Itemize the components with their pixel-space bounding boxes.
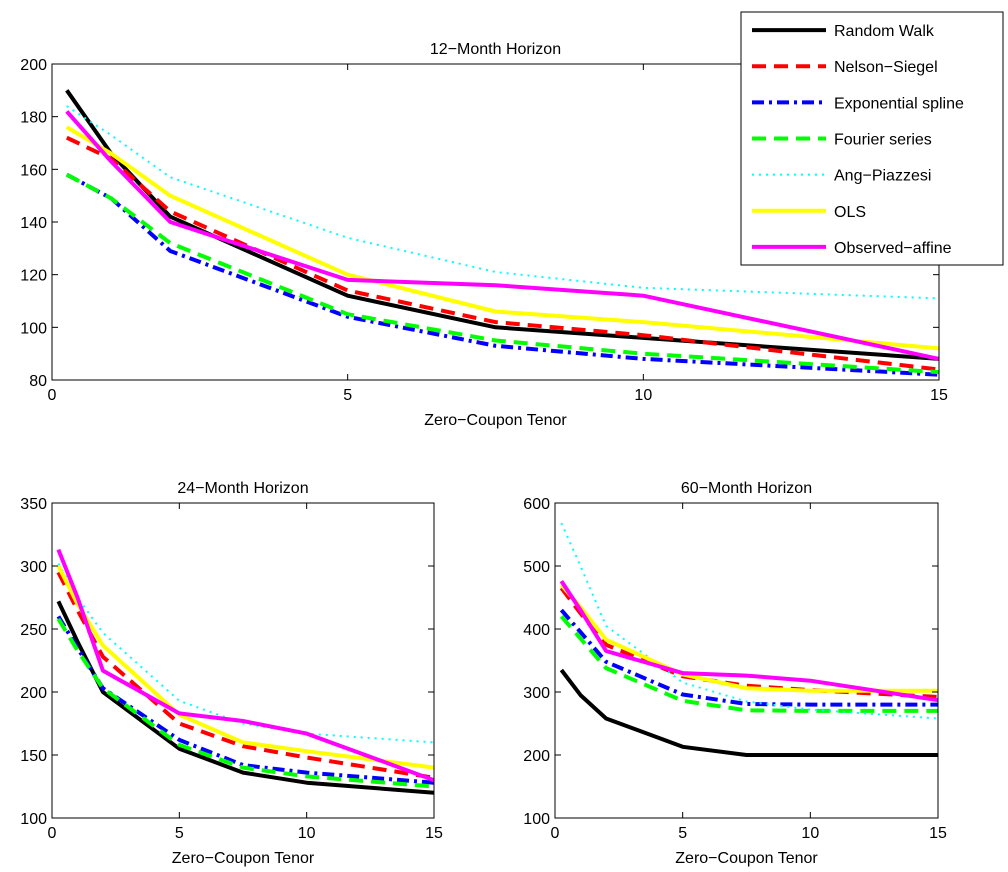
- y-tick-label: 200: [20, 57, 47, 74]
- axes-frame: [554, 502, 939, 819]
- x-axis-label: Zero−Coupon Tenor: [424, 412, 567, 429]
- y-tick-label: 500: [523, 559, 550, 576]
- series-lines: [559, 522, 939, 757]
- legend-item: Observed−affine: [752, 240, 952, 257]
- chart-title: 24−Month Horizon: [177, 480, 308, 497]
- series-line: [559, 615, 938, 713]
- y-tick-label: 350: [20, 496, 47, 513]
- x-tick-label: 10: [298, 825, 316, 842]
- y-tick-label: 250: [20, 622, 47, 639]
- legend-label: OLS: [834, 204, 866, 221]
- y-tick-label: 200: [523, 748, 550, 765]
- y-tick-label: 300: [523, 685, 550, 702]
- legend: Random Walk Nelson−Siegel Exponential spli…: [740, 11, 1004, 266]
- x-tick-label: 5: [678, 825, 687, 842]
- panel-24-month: 24−Month Horizon 0 5 10 15 100 150 200 250 300 350…: [20, 480, 443, 867]
- x-axis-label: Zero−Coupon Tenor: [675, 850, 818, 867]
- series-line: [65, 110, 940, 361]
- x-tick-label: 0: [48, 387, 57, 404]
- x-tick-label: 10: [801, 825, 819, 842]
- series-line: [559, 668, 938, 757]
- x-tick-label: 15: [929, 825, 947, 842]
- y-tick-label: 120: [20, 268, 47, 285]
- y-tick-label: 100: [523, 811, 550, 828]
- legend-label: Exponential spline: [834, 95, 964, 112]
- legend-item: Fourier series: [752, 132, 932, 149]
- x-tick-label: 5: [175, 825, 184, 842]
- series-line: [56, 600, 435, 795]
- legend-item: Nelson−Siegel: [752, 59, 938, 76]
- x-tick-label: 15: [930, 387, 948, 404]
- panel-60-month: 60−Month Horizon 0 5 10 15 100 200 300 400 500 600…: [523, 480, 947, 867]
- legend-item: Exponential spline: [752, 95, 964, 112]
- series-line: [65, 125, 940, 351]
- series-lines: [56, 548, 435, 795]
- y-tick-label: 80: [29, 373, 47, 390]
- legend-label: Observed−affine: [834, 240, 952, 257]
- x-tick-label: 5: [343, 387, 352, 404]
- axes-frame: [51, 502, 435, 819]
- legend-label: Fourier series: [834, 132, 932, 149]
- series-line: [559, 608, 938, 707]
- y-tick-label: 600: [523, 496, 550, 513]
- y-tick-label: 150: [20, 748, 47, 765]
- series-line: [56, 617, 435, 789]
- x-tick-label: 0: [48, 825, 57, 842]
- x-axis-label: Zero−Coupon Tenor: [172, 850, 315, 867]
- x-tick-label: 15: [425, 825, 443, 842]
- legend-label: Ang−Piazzesi: [834, 168, 931, 185]
- x-tick-label: 10: [634, 387, 652, 404]
- legend-item: Ang−Piazzesi: [752, 168, 931, 185]
- series-lines: [65, 89, 940, 377]
- legend-item: OLS: [752, 204, 866, 221]
- y-tick-label: 160: [20, 162, 47, 179]
- legend-label: Random Walk: [834, 23, 935, 40]
- series-line: [65, 172, 940, 375]
- y-tick-label: 100: [20, 320, 47, 337]
- chart-title: 12−Month Horizon: [430, 41, 561, 58]
- series-line: [56, 548, 435, 783]
- y-tick-label: 400: [523, 622, 550, 639]
- y-tick-label: 180: [20, 110, 47, 127]
- chart-title: 60−Month Horizon: [681, 480, 812, 497]
- y-tick-label: 200: [20, 685, 47, 702]
- y-tick-label: 300: [20, 559, 47, 576]
- y-tick-label: 100: [20, 811, 47, 828]
- series-line: [559, 579, 939, 703]
- x-tick-label: 0: [551, 825, 560, 842]
- legend-label: Nelson−Siegel: [834, 59, 938, 76]
- y-tick-label: 140: [20, 215, 47, 232]
- plot-area: [555, 503, 938, 818]
- legend-item: Random Walk: [752, 23, 935, 40]
